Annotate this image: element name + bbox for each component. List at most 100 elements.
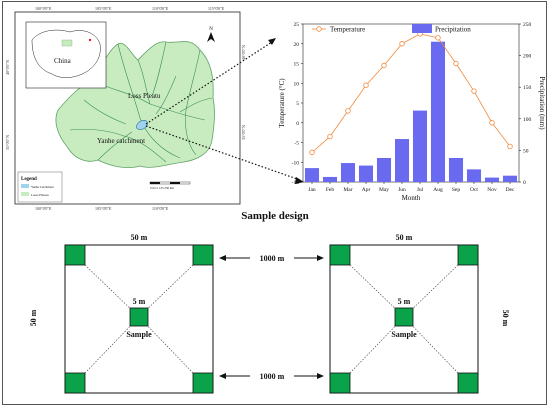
inset-label: China: [54, 57, 72, 65]
y-tick-label-right: 250: [523, 22, 532, 28]
map-legend: Legend Yanhe Catchment Loess Plateau: [17, 171, 63, 203]
x-tick-label: Mar: [343, 187, 352, 193]
connector-arrowhead: [268, 38, 276, 45]
lon-label: 100°0'0"E: [35, 206, 52, 211]
diagonal-line: [403, 316, 459, 374]
lon-label: 115°0'0"E: [208, 6, 225, 11]
precipitation-bar: [304, 168, 320, 182]
diagonal-line: [349, 316, 405, 374]
svg-text:Legend: Legend: [21, 177, 37, 182]
x-axis-label: Month: [402, 194, 421, 202]
svg-text:N: N: [209, 27, 213, 32]
precipitation-bar: [466, 169, 482, 182]
chart-legend: Temperature Precipitation: [312, 24, 471, 34]
map-panel: 100°0'0"E 105°0'0"E 110°0'0"E 115°0'0"E …: [5, 6, 246, 211]
corner-quadrat: [457, 372, 479, 394]
height-label-right: 50 m: [501, 310, 510, 327]
arrowhead-right-icon: [317, 373, 324, 379]
arrowhead-left-icon: [219, 255, 226, 261]
precipitation-bar: [484, 177, 500, 182]
temperature-point: [489, 120, 495, 126]
spacing-label: 1000 m: [260, 372, 285, 381]
width-label: 50 m: [131, 233, 148, 242]
y-tick-label-left: 25: [294, 22, 300, 28]
temperature-point: [507, 143, 513, 150]
svg-text:0 62.5 125 250 km: 0 62.5 125 250 km: [150, 186, 175, 190]
legend-precipitation: Precipitation: [435, 26, 471, 34]
corner-quadrat: [64, 244, 86, 266]
y-axis-left: -15 -10 -5 0 5 10 15 20 25: [292, 22, 303, 186]
temperature-point: [381, 62, 387, 69]
center-quadrat: [394, 307, 414, 327]
precipitation-bar: [358, 165, 374, 182]
temperature-point: [453, 60, 459, 67]
y-tick-label-right: 200: [523, 54, 532, 60]
y-axis-right: 0 50 100 150 200 250: [519, 22, 532, 186]
corner-quadrat: [329, 372, 351, 394]
scale-bar: 0 62.5 125 250 km: [149, 181, 191, 190]
temperature-point: [345, 108, 351, 114]
diagonal-line: [84, 316, 140, 374]
x-tick-label: Sep: [452, 187, 461, 193]
lat-label: 40°0'0"N: [241, 45, 246, 60]
temperature-point: [435, 35, 441, 41]
temperature-point: [309, 149, 315, 156]
y-tick-label-left: -15: [292, 180, 300, 186]
diagonal-line: [403, 264, 459, 318]
y-tick-label-left: 20: [294, 42, 300, 48]
y-tick-label-left: 10: [294, 81, 300, 87]
lon-label: 110°0'0"E: [152, 206, 169, 211]
climate-chart: -15 -10 -5 0 5 10 15 20 25 0 50 100 150 200 250 Jan Fe…: [278, 22, 546, 202]
temperature-series-line: [311, 33, 511, 153]
lon-label: 105°0'0"E: [95, 206, 112, 211]
x-axis-ticks: Jan Feb Mar Apr May Jun Jul Aug Sep Oct Nov Dec: [308, 182, 515, 193]
y-tick-label-right: 0: [523, 180, 526, 186]
x-tick-label: Oct: [470, 187, 478, 193]
diagonal-line: [138, 316, 194, 374]
y-tick-label-left: -10: [292, 160, 300, 166]
y-tick-label-right: 100: [523, 117, 532, 123]
spacing-label: 1000 m: [260, 254, 285, 263]
x-tick-label: Apr: [362, 187, 371, 193]
spacing-label-bg: [250, 370, 294, 382]
precipitation-bar: [502, 175, 518, 182]
precipitation-bar: [376, 157, 392, 182]
y-tick-label-left: 15: [294, 62, 300, 68]
height-label-left: 50 m: [29, 309, 38, 326]
temperature-point: [363, 82, 369, 88]
y-tick-label-left: 5: [296, 101, 299, 107]
precipitation-bar: [448, 157, 464, 182]
width-label: 50 m: [396, 233, 413, 242]
corner-quadrat: [192, 372, 214, 394]
sample-design: 5 m Sample 50 m 5 m Sample 50 m 50 m 50 m 1000 m…: [29, 233, 510, 394]
y-tick-label-left: -5: [294, 141, 299, 147]
sample-label: Sample: [391, 330, 417, 339]
y-axis-label-left: Temperature (°C): [278, 78, 286, 128]
lat-label: 35°0'0"N: [5, 135, 10, 150]
svg-text:Loess Plateau: Loess Plateau: [31, 193, 49, 197]
y-tick-label-left: 0: [296, 121, 299, 127]
precipitation-bar: [430, 41, 446, 182]
y-tick-label-right: 150: [523, 85, 532, 91]
center-size-label: 5 m: [398, 297, 411, 306]
corner-quadrat: [329, 244, 351, 266]
precipitation-bar: [412, 110, 428, 182]
lon-label: 100°0'0"E: [35, 6, 52, 11]
north-arrow-icon: N: [207, 27, 215, 42]
corner-quadrat: [192, 244, 214, 266]
lon-label: 105°0'0"E: [95, 6, 112, 11]
x-tick-label: Aug: [433, 187, 443, 193]
yanhe-catchment-region: [136, 120, 148, 130]
x-tick-label: Dec: [506, 187, 515, 193]
svg-text:Yanhe Catchment: Yanhe Catchment: [31, 185, 54, 189]
lat-label: 40°0'0"N: [5, 60, 10, 75]
x-tick-label: Jul: [417, 187, 424, 193]
x-tick-label: Jan: [308, 187, 316, 193]
chart-plot-area: [302, 23, 520, 183]
center-size-label: 5 m: [133, 297, 146, 306]
diagonal-line: [349, 264, 405, 318]
y-axis-label-right: Precipitation (mm): [538, 76, 546, 130]
lat-label: 35°0'0"N: [241, 125, 246, 140]
